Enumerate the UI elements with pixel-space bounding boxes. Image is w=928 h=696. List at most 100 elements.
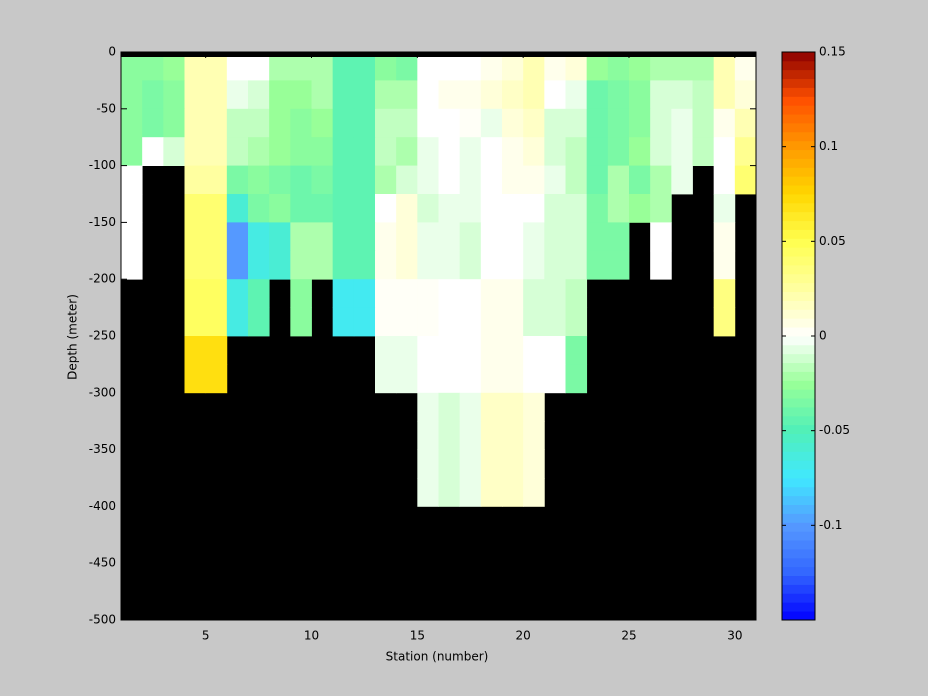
heatmap-cell	[353, 165, 376, 195]
y-tick-label: -450	[89, 556, 116, 570]
heatmap-cell	[121, 165, 143, 195]
heatmap-cell	[544, 364, 566, 394]
heatmap-cell	[523, 421, 545, 450]
heatmap-cell	[480, 250, 503, 280]
heatmap-cell	[290, 279, 312, 308]
heatmap-cell	[353, 52, 376, 81]
heatmap-cell	[544, 222, 566, 252]
heatmap-cell	[523, 336, 545, 365]
colorbar-swatch	[782, 256, 815, 266]
colorbar-tick-label: 0.1	[819, 139, 838, 153]
heatmap-cell	[226, 194, 249, 223]
heatmap-cell	[290, 52, 312, 81]
heatmap-cell	[205, 222, 228, 252]
heatmap-cell	[586, 250, 609, 280]
colorbar-swatch	[782, 353, 815, 364]
heatmap-cell	[565, 336, 588, 365]
colorbar-swatch	[782, 344, 815, 355]
heatmap-cell	[523, 137, 545, 166]
heatmap-cell	[396, 52, 418, 81]
y-tick-label: -250	[89, 329, 116, 343]
heatmap-cell	[121, 80, 143, 110]
heatmap-cell	[480, 336, 503, 365]
colorbar-swatch	[782, 522, 815, 532]
heatmap-cell	[565, 80, 588, 110]
colorbar-swatch	[782, 415, 815, 426]
heatmap-cell	[248, 80, 270, 110]
heatmap-cell	[459, 250, 482, 280]
y-tick-label: -150	[89, 215, 116, 229]
colorbar-swatch	[782, 566, 815, 577]
heatmap-cell	[565, 250, 588, 280]
x-axis-label: Station (number)	[386, 650, 489, 664]
y-tick-label: -400	[89, 499, 116, 513]
colorbar-swatch	[782, 176, 815, 186]
heatmap-cell	[184, 250, 207, 280]
heatmap-cell	[502, 80, 524, 110]
heatmap-cell	[586, 222, 609, 252]
heatmap-cell	[565, 108, 588, 138]
colorbar-swatch	[782, 407, 815, 417]
colorbar-swatch	[782, 611, 815, 621]
heatmap-cell	[734, 165, 757, 195]
heatmap-cell	[417, 307, 439, 337]
heatmap-cell	[290, 80, 312, 110]
heatmap-cell	[417, 250, 439, 280]
colorbar-swatch	[782, 593, 815, 603]
heatmap-cell	[438, 52, 461, 81]
heatmap-cell	[248, 137, 270, 166]
heatmap-cell	[332, 108, 355, 138]
colorbar-swatch	[782, 318, 815, 328]
heatmap-cell	[248, 279, 270, 308]
heatmap-cell	[629, 80, 651, 110]
heatmap-cell	[184, 307, 207, 337]
heatmap-cell	[459, 137, 482, 166]
colorbar-swatch	[782, 478, 815, 488]
heatmap-cell	[205, 165, 228, 195]
heatmap-cell	[502, 421, 524, 450]
heatmap-cell	[480, 222, 503, 252]
heatmap-cell	[459, 392, 482, 422]
heatmap-cell	[269, 137, 291, 166]
colorbar-swatch	[782, 282, 815, 293]
heatmap-cell	[438, 478, 461, 507]
heatmap-cell	[671, 108, 693, 138]
heatmap-cell	[502, 364, 524, 394]
heatmap-cell	[459, 478, 482, 507]
heatmap-cell	[353, 222, 376, 252]
colorbar-swatch	[782, 149, 815, 159]
heatmap-cell	[226, 222, 249, 252]
colorbar-swatch	[782, 87, 815, 97]
heatmap-cell	[523, 392, 545, 422]
heatmap-cell	[184, 194, 207, 223]
colorbar-tick-label: -0.05	[819, 423, 850, 437]
heatmap-cell	[417, 52, 439, 81]
heatmap-cell	[375, 80, 397, 110]
heatmap-cell	[417, 364, 439, 394]
colorbar-swatch	[782, 531, 815, 541]
heatmap-cell	[650, 250, 672, 280]
heatmap-cell	[734, 108, 757, 138]
colorbar-swatch	[782, 114, 815, 124]
heatmap-cell	[586, 80, 609, 110]
heatmap-cell	[734, 137, 757, 166]
heatmap-cell	[544, 52, 566, 81]
heatmap-cell	[417, 222, 439, 252]
heatmap-cell	[692, 108, 715, 138]
colorbar-swatch	[782, 60, 815, 71]
heatmap-cell	[353, 250, 376, 280]
heatmap-cell	[565, 165, 588, 195]
heatmap-cell	[692, 137, 715, 166]
heatmap-cell	[480, 478, 503, 507]
heatmap-cell	[607, 165, 630, 195]
colorbar-swatch	[782, 220, 815, 230]
heatmap-cell	[163, 52, 185, 81]
colorbar-swatch	[782, 362, 815, 372]
heatmap-cell	[607, 137, 630, 166]
heatmap-cell	[205, 80, 228, 110]
heatmap-cell	[713, 108, 736, 138]
heatmap-cell	[396, 194, 418, 223]
heatmap-cell	[205, 137, 228, 166]
heatmap-cell	[226, 279, 249, 308]
heatmap-cell	[375, 137, 397, 166]
